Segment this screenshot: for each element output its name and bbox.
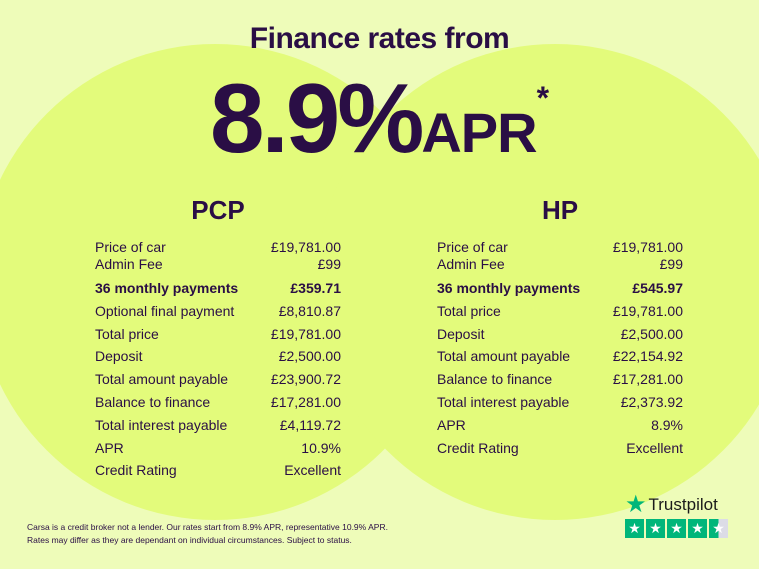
row-value: £2,373.92: [620, 393, 683, 410]
table-row: APR 8.9%: [437, 414, 683, 437]
table-row: Deposit £2,500.00: [437, 323, 683, 346]
row-label: Balance to finance: [95, 393, 211, 410]
row-label: Credit Rating: [95, 462, 177, 479]
row-label: Total amount payable: [437, 348, 571, 365]
hp-title: HP: [541, 195, 579, 225]
row-value: Excellent: [626, 439, 683, 456]
row-value: £99: [317, 256, 341, 272]
table-row: Credit Rating Excellent: [437, 437, 683, 460]
row-value: Excellent: [284, 462, 341, 479]
row-label: Price of car: [95, 239, 166, 255]
headline: Finance rates from: [249, 22, 510, 55]
star-icon: ★: [646, 519, 665, 538]
trustpilot-name: Trustpilot: [648, 495, 718, 514]
row-value: £23,900.72: [270, 371, 341, 388]
table-row: Deposit £2,500.00: [95, 345, 341, 368]
table-row: Balance to finance £17,281.00: [95, 391, 341, 414]
row-value: £99: [659, 256, 683, 272]
table-row: Price of car £19,781.00: [437, 239, 683, 256]
pcp-table: PCP Price of car £19,781.00 Admin Fee £99 36…: [95, 195, 341, 482]
row-label: Admin Fee: [95, 256, 163, 272]
table-row: 36 monthly payments £545.97: [437, 277, 683, 300]
row-value: £17,281.00: [270, 393, 341, 410]
row-value: £2,500.00: [620, 325, 683, 342]
row-label: Deposit: [437, 325, 485, 342]
table-row: 36 monthly payments £359.71: [95, 277, 341, 300]
row-value: £17,281.00: [612, 371, 683, 388]
row-value: £2,500.00: [278, 348, 341, 365]
disclaimer: Carsa is a credit broker not a lender. O…: [27, 521, 388, 547]
table-row: Total amount payable £23,900.72: [95, 368, 341, 391]
table-row: Credit Rating Excellent: [95, 459, 341, 482]
apr-label: APR: [421, 101, 537, 164]
half-star-icon: ★: [709, 519, 728, 538]
table-row: Total interest payable £4,119.72: [95, 414, 341, 437]
row-value: £359.71: [290, 280, 341, 296]
table-row: Price of car £19,781.00: [95, 239, 341, 256]
hp-table: HP Price of car £19,781.00 Admin Fee £99 36 …: [437, 195, 683, 459]
row-label: Total interest payable: [95, 416, 228, 433]
row-label: Optional final payment: [95, 302, 235, 319]
star-icon: ★: [625, 519, 644, 538]
row-value: £19,781.00: [612, 302, 683, 319]
background-circle-right: [317, 44, 759, 520]
row-value: 10.9%: [301, 439, 341, 456]
row-value: £19,781.00: [612, 239, 683, 255]
row-value: £19,781.00: [270, 325, 341, 342]
disclaimer-line-2: Rates may differ as they are dependant o…: [27, 535, 352, 545]
asterisk: *: [536, 80, 550, 116]
row-label: Deposit: [95, 348, 143, 365]
table-row: APR 10.9%: [95, 437, 341, 460]
disclaimer-line-1: Carsa is a credit broker not a lender. O…: [27, 522, 388, 532]
row-label: Balance to finance: [437, 371, 553, 388]
table-row: Admin Fee £99: [437, 256, 683, 273]
row-label: APR: [95, 439, 124, 456]
row-value: £19,781.00: [270, 239, 341, 255]
row-label: Total amount payable: [95, 371, 229, 388]
star-icon: ★: [688, 519, 707, 538]
table-row: Admin Fee £99: [95, 256, 341, 273]
table-row: Optional final payment £8,810.87: [95, 300, 341, 323]
table-row: Total interest payable £2,373.92: [437, 391, 683, 414]
row-value: £545.97: [632, 280, 683, 296]
row-value: £4,119.72: [279, 416, 341, 433]
row-label: Credit Rating: [437, 439, 519, 456]
star-icon: ★: [667, 519, 686, 538]
row-label: Price of car: [437, 239, 508, 255]
row-value: 8.9%: [651, 416, 683, 433]
trustpilot-badge: ★ Trustpilot ★ ★ ★ ★ ★: [625, 491, 728, 538]
rate-value: 8.9%: [209, 63, 424, 173]
row-label: Total price: [437, 302, 501, 319]
table-row: Balance to finance £17,281.00: [437, 368, 683, 391]
table-row: Total price £19,781.00: [95, 323, 341, 346]
pcp-title: PCP: [191, 195, 245, 225]
rate-display: 8.9%APR*: [0, 62, 759, 175]
row-value: £8,810.87: [278, 302, 341, 319]
row-label: Total price: [95, 325, 159, 342]
row-value: £22,154.92: [612, 348, 683, 365]
row-label: 36 monthly payments: [95, 280, 239, 296]
table-row: Total price £19,781.00: [437, 300, 683, 323]
row-label: Total interest payable: [437, 393, 570, 410]
row-label: Admin Fee: [437, 256, 505, 272]
row-label: 36 monthly payments: [437, 280, 581, 296]
table-row: Total amount payable £22,154.92: [437, 345, 683, 368]
row-label: APR: [437, 416, 466, 433]
trustpilot-star-icon: ★: [625, 491, 647, 518]
rating-stars: ★ ★ ★ ★ ★: [625, 519, 728, 538]
